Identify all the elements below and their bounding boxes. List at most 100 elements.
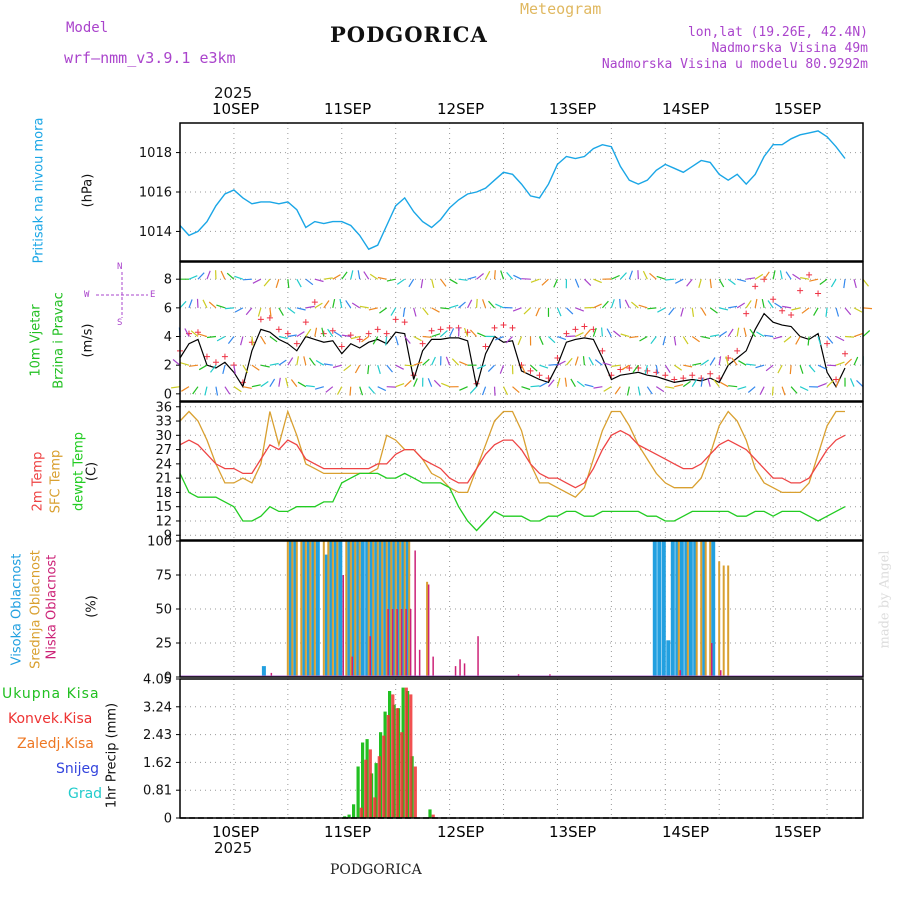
wind-arrow	[517, 336, 523, 346]
wind-arrow	[602, 362, 612, 366]
wind-tick-label: 2	[164, 359, 172, 374]
wind-arrow	[629, 335, 639, 339]
wind-arrow	[494, 335, 504, 341]
wind-arrow	[386, 364, 393, 373]
wind-arrow	[413, 378, 418, 387]
wind-arrow	[493, 270, 496, 280]
cloud-bar	[700, 541, 703, 677]
cloud-bar	[405, 541, 410, 677]
wind-arrow	[844, 358, 853, 366]
gust-marker	[707, 370, 714, 377]
wind-arrow	[386, 278, 396, 282]
wind-arrow	[686, 278, 693, 287]
gust-marker	[356, 336, 363, 343]
wind-arrow	[198, 364, 208, 371]
wind-arrow	[278, 377, 281, 387]
cloud-bar	[313, 541, 316, 677]
cloud-bar	[722, 565, 725, 677]
wind-arrow	[431, 279, 435, 289]
wind-arrow	[682, 380, 691, 388]
cloud-bar	[365, 541, 370, 677]
cloud-bar	[720, 670, 722, 677]
wind-arrow	[481, 386, 487, 396]
cloud-bar	[391, 609, 394, 677]
cloud-bar	[686, 541, 689, 677]
wind-arrow	[441, 382, 450, 388]
panel-frame	[179, 401, 864, 541]
wind-arrow	[287, 307, 296, 314]
wind-arrow	[475, 298, 478, 308]
gust-marker	[653, 369, 660, 376]
gust-marker	[266, 314, 273, 321]
wind-arrow	[395, 383, 405, 388]
wind-arrow	[287, 334, 297, 338]
wind-arrow	[835, 307, 840, 317]
wind-arrow	[680, 307, 684, 317]
wind-arrow	[611, 274, 620, 280]
wind-arrow	[242, 386, 252, 389]
wind-arrow	[305, 328, 312, 337]
wind-arrow	[278, 359, 287, 366]
wind-arrow	[477, 364, 486, 370]
wind-arrow	[234, 275, 244, 280]
wind-arrow	[296, 331, 305, 338]
wind-arrow	[631, 301, 639, 309]
wind-arrow	[565, 357, 573, 366]
cloud-bar	[427, 584, 430, 677]
wind-arrow	[592, 327, 597, 337]
cloud-bar	[414, 550, 416, 677]
wind-arrow	[692, 362, 702, 366]
cloud-tick-label: 100	[147, 535, 172, 550]
wind-arrow	[557, 335, 567, 341]
wind-arrow	[260, 364, 270, 368]
wind-arrow	[224, 386, 231, 395]
wind-arrow	[835, 378, 841, 387]
wind-arrow	[773, 335, 783, 340]
wind-arrow	[682, 336, 689, 345]
cloud-bar	[693, 541, 698, 677]
wind-arrow	[402, 307, 406, 317]
wind-arrow	[208, 301, 217, 309]
day-label-bottom: 12SEP	[437, 823, 485, 841]
wind-arrow	[611, 364, 621, 367]
wind-arrow	[433, 379, 442, 388]
wind-arrow	[179, 300, 187, 309]
dewpt-line	[179, 472, 846, 532]
cloud-bar	[392, 541, 397, 677]
wind-arrow	[673, 336, 677, 346]
cloud-bar	[394, 541, 397, 677]
wind-arrow	[325, 386, 334, 393]
cloud-bar	[356, 541, 361, 677]
cloud-bar	[670, 541, 675, 677]
wind-arrow	[749, 328, 756, 337]
panel-frame	[179, 678, 864, 819]
wind-arrow	[862, 330, 871, 337]
wind-arrow	[566, 335, 576, 338]
wind-arrow	[583, 278, 592, 287]
temp-tick-label: 24	[155, 457, 172, 472]
pressure-line	[179, 130, 846, 251]
wind-arrow	[368, 307, 378, 311]
wind-arrow	[343, 364, 352, 372]
wind-arrow	[674, 384, 684, 388]
temp-tick-label: 33	[155, 415, 172, 430]
gust-marker	[509, 324, 516, 331]
wind-arrow	[662, 336, 666, 346]
cloud-bar	[396, 609, 398, 677]
gust-marker	[500, 322, 507, 329]
cloud-bar	[351, 656, 353, 677]
gust-marker	[770, 296, 777, 303]
wind-arrow	[350, 270, 354, 280]
temp-tick-label: 36	[155, 400, 172, 415]
wind-arrow	[420, 279, 424, 289]
wind-arrow	[500, 270, 505, 280]
wind-arrow	[467, 276, 477, 280]
sfc-temp-line	[179, 409, 845, 499]
wind-arrow	[576, 380, 585, 388]
wind-arrow	[220, 270, 226, 280]
precip-legend-total: Ukupna Kisa	[2, 686, 100, 702]
wind-arrow	[227, 336, 235, 344]
day-label-bottom: 13SEP	[549, 823, 597, 841]
meteogram-label: Meteogram	[520, 0, 602, 18]
cloud-bar	[408, 541, 411, 677]
